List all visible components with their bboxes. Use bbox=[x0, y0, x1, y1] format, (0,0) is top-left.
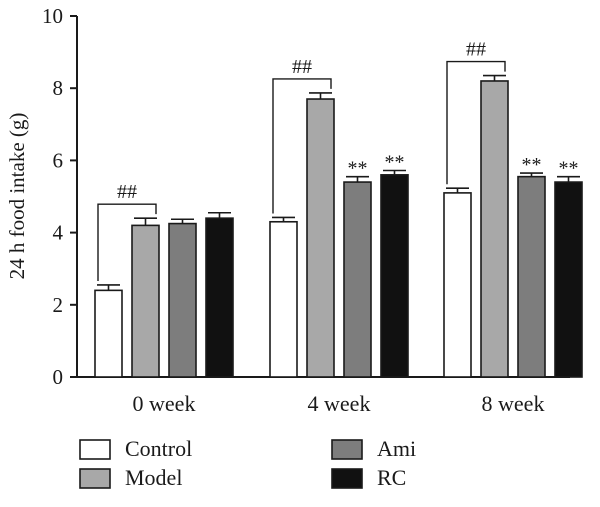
significance-annotations: ## ## ## ** ** ** ** bbox=[97, 39, 579, 281]
legend: Control Model Ami RC bbox=[79, 436, 416, 490]
significance-bracket bbox=[446, 60, 506, 185]
significance-marker: ** bbox=[522, 154, 542, 176]
bar-model-1 bbox=[306, 98, 335, 378]
legend-swatch-rc bbox=[331, 468, 363, 489]
y-tick-label: 4 bbox=[53, 221, 64, 245]
x-category-label: 8 week bbox=[482, 391, 545, 416]
significance-marker: ## bbox=[292, 56, 312, 78]
bar-control-1 bbox=[269, 220, 298, 378]
legend-swatch-control bbox=[79, 439, 111, 460]
significance-marker: ** bbox=[559, 158, 579, 180]
y-tick-label: 0 bbox=[53, 365, 64, 389]
legend-label-control: Control bbox=[125, 436, 192, 461]
bar-rc-2 bbox=[554, 181, 583, 378]
significance-bracket bbox=[272, 78, 332, 214]
y-tick-label: 2 bbox=[53, 293, 64, 317]
significance-bracket bbox=[97, 203, 157, 281]
y-axis-ticks: 0 2 4 6 8 10 bbox=[42, 4, 77, 389]
y-tick-label: 6 bbox=[53, 148, 64, 172]
bar-model-2 bbox=[480, 80, 509, 378]
bar-series bbox=[94, 74, 583, 378]
legend-label-ami: Ami bbox=[377, 436, 416, 461]
legend-label-model: Model bbox=[125, 465, 182, 490]
bar-model-0 bbox=[131, 224, 160, 378]
x-category-label: 0 week bbox=[133, 391, 196, 416]
significance-marker: ## bbox=[117, 181, 137, 203]
significance-marker: ** bbox=[348, 158, 368, 180]
significance-marker: ** bbox=[385, 152, 405, 174]
bar-rc-1 bbox=[380, 174, 409, 378]
bar-ami-2 bbox=[517, 175, 546, 378]
y-axis-title: 24 h food intake (g) bbox=[5, 113, 29, 280]
legend-swatch-model bbox=[79, 468, 111, 489]
bar-control-0 bbox=[94, 289, 123, 378]
y-tick-label: 8 bbox=[53, 76, 64, 100]
legend-label-rc: RC bbox=[377, 465, 406, 490]
x-category-label: 4 week bbox=[308, 391, 371, 416]
significance-marker: ## bbox=[466, 39, 486, 61]
bar-ami-0 bbox=[168, 222, 197, 378]
legend-swatch-ami bbox=[331, 439, 363, 460]
bar-ami-1 bbox=[343, 181, 372, 378]
bar-control-2 bbox=[443, 192, 472, 378]
category-labels: 0 week 4 week 8 week bbox=[133, 391, 545, 416]
bar-rc-0 bbox=[205, 217, 234, 378]
y-tick-label: 10 bbox=[42, 4, 63, 28]
